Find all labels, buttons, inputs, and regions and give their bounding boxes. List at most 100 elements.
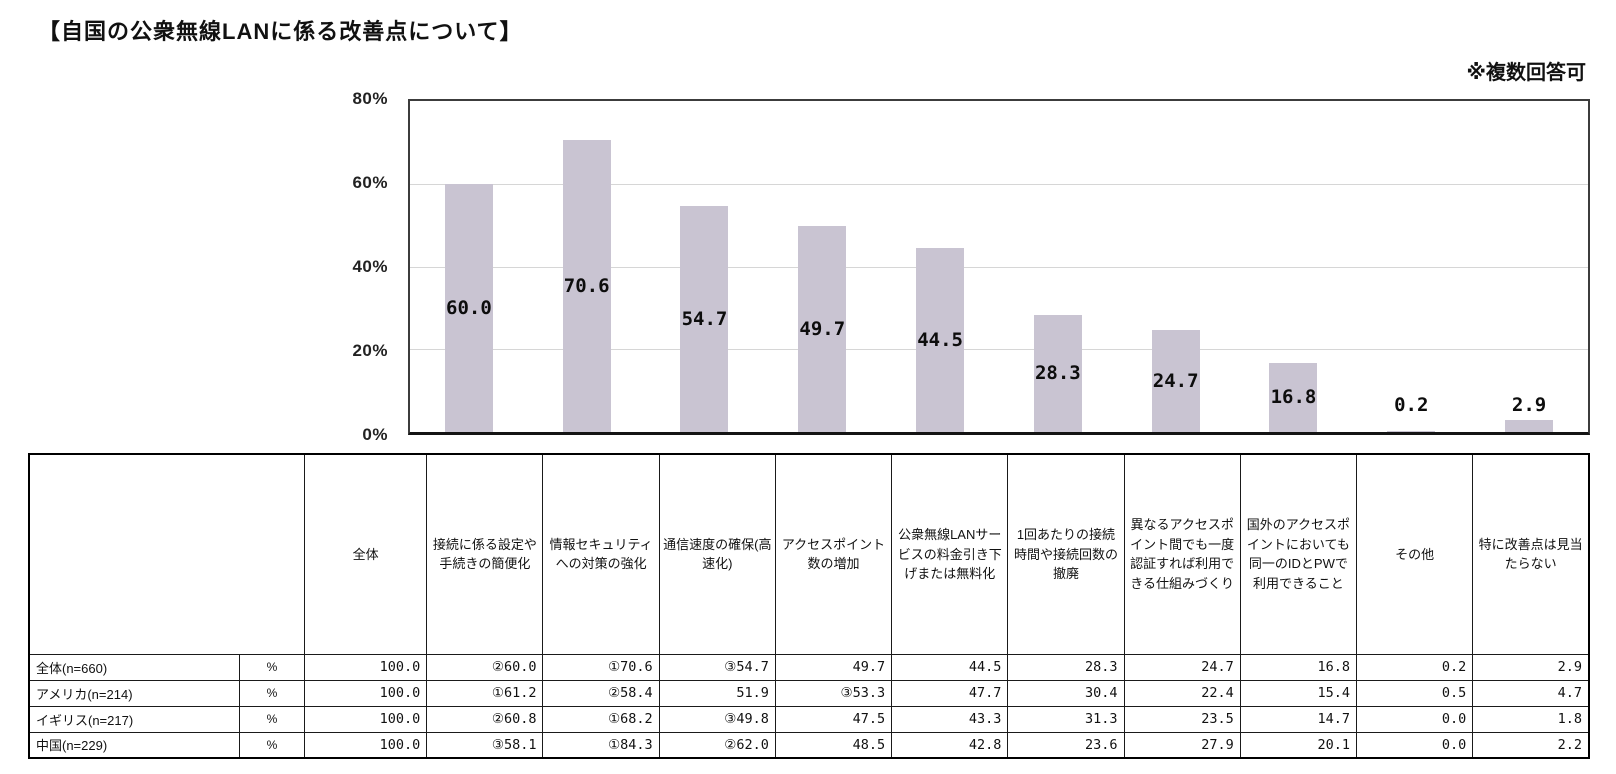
value-cell: ②58.4 <box>542 679 660 707</box>
column-header: 公衆無線LANサービスの料金引き下げまたは無料化 <box>891 453 1009 655</box>
y-axis-tick: 40% <box>352 257 388 276</box>
value-cell: ③58.1 <box>426 731 544 759</box>
value-cell: 31.3 <box>1007 705 1125 733</box>
value-cell: ②60.0 <box>426 653 544 681</box>
bar-value-label: 0.2 <box>1394 394 1429 416</box>
value-cell: 47.7 <box>891 679 1009 707</box>
value-cell: 51.9 <box>658 679 776 707</box>
column-header: 情報セキュリティへの対策の強化 <box>542 453 660 655</box>
bar <box>1033 314 1082 432</box>
value-cell: 2.9 <box>1472 653 1590 681</box>
unit-cell: % <box>238 705 306 733</box>
value-cell: 28.3 <box>1007 653 1125 681</box>
bar-slot: 2.9 <box>1470 101 1588 432</box>
value-cell: 100.0 <box>304 679 428 707</box>
column-header: 異なるアクセスポイント間でも一度認証すれば利用できる仕組みづくり <box>1123 453 1241 655</box>
bar-slot: 60.0 <box>410 101 528 432</box>
y-axis: 80% 60% 40% 20% 0% <box>300 89 400 444</box>
bar <box>1505 420 1554 432</box>
bar <box>1151 329 1200 432</box>
bar <box>1269 362 1318 432</box>
gridline <box>410 349 1588 351</box>
bar-slot: 70.6 <box>528 101 646 432</box>
table-row: イギリス(n=217)% 100.0 ②60.8 ①68.2 ③49.8 47.5 43.3… <box>28 705 1590 733</box>
value-cell: ①70.6 <box>542 653 660 681</box>
value-cell: 4.7 <box>1472 679 1590 707</box>
unit-cell: % <box>238 653 306 681</box>
column-header: アクセスポイント数の増加 <box>774 453 893 655</box>
value-cell: ①61.2 <box>426 679 544 707</box>
value-cell: 43.3 <box>891 705 1009 733</box>
value-cell: 42.8 <box>891 731 1009 759</box>
column-header: 国外のアクセスポイントにおいても同一のIDとPWで利用できること <box>1239 453 1358 655</box>
bar-slot: 54.7 <box>646 101 764 432</box>
value-cell: 14.7 <box>1239 705 1358 733</box>
column-header: 通信速度の確保(高速化) <box>658 453 776 655</box>
gridline <box>410 266 1588 268</box>
page-title: 【自国の公衆無線LANに係る改善点について】 <box>38 19 523 44</box>
bar-slot: 0.2 <box>1352 101 1470 432</box>
column-header: その他 <box>1355 453 1474 655</box>
bar-slot: 28.3 <box>999 101 1117 432</box>
value-cell: 20.1 <box>1239 731 1358 759</box>
value-cell: 100.0 <box>304 705 428 733</box>
value-cell: 15.4 <box>1239 679 1358 707</box>
bar-value-label: 2.9 <box>1511 394 1547 416</box>
value-cell: 30.4 <box>1007 679 1125 707</box>
bar-value-label: 24.7 <box>1152 369 1199 392</box>
column-header: 1回あたりの接続時間や接続回数の撤廃 <box>1007 453 1125 655</box>
bar-value-label: 54.7 <box>681 307 728 330</box>
value-cell: 0.0 <box>1355 731 1474 759</box>
value-cell: 24.7 <box>1123 653 1241 681</box>
row-label: イギリス(n=217) <box>28 705 240 733</box>
value-cell: 16.8 <box>1239 653 1358 681</box>
column-header: 特に改善点は見当たらない <box>1472 453 1590 655</box>
bar <box>1387 431 1436 432</box>
value-cell: ③53.3 <box>774 679 893 707</box>
bar-slot: 24.7 <box>1117 101 1235 432</box>
bar-value-label: 44.5 <box>917 328 963 351</box>
value-cell: 0.0 <box>1355 705 1474 733</box>
unit-cell: % <box>238 679 306 707</box>
y-axis-tick: 0% <box>362 425 388 444</box>
value-cell: 49.7 <box>774 653 893 681</box>
bar-value-label: 49.7 <box>799 318 846 341</box>
value-cell: 0.2 <box>1355 653 1474 681</box>
table-row: アメリカ(n=214)% 100.0 ①61.2 ②58.4 51.9 ③53.3 47.7… <box>28 679 1590 707</box>
bar <box>916 247 965 432</box>
value-cell: 27.9 <box>1123 731 1241 759</box>
plot-area: 60.0 70.6 54.7 49.7 44.5 28.3 24.7 16.8 0.2 2.9 <box>408 99 1590 435</box>
table-row: 中国(n=229)% 100.0 ③58.1 ①84.3 ②62.0 48.5 42.8 23… <box>28 731 1590 759</box>
gridline <box>410 183 1588 185</box>
value-cell: ②60.8 <box>426 705 544 733</box>
value-cell: ③49.8 <box>658 705 776 733</box>
value-cell: 44.5 <box>891 653 1009 681</box>
value-cell: 100.0 <box>304 653 428 681</box>
table-row: 全体(n=660)% 100.0 ②60.0 ①70.6 ③54.7 49.7 44.5 28… <box>28 653 1590 681</box>
table-header-row: 全体 接続に係る設定や手続きの簡便化 情報セキュリティへの対策の強化 通信速度の確保(… <box>28 453 1590 655</box>
value-cell: ①84.3 <box>542 731 660 759</box>
bar-slot: 16.8 <box>1235 101 1353 432</box>
row-label: 全体(n=660) <box>28 653 240 681</box>
bar-group: 60.0 70.6 54.7 49.7 44.5 28.3 24.7 16.8 0.2 2.9 <box>410 101 1588 432</box>
bar-slot: 44.5 <box>881 101 999 432</box>
table-corner-cell <box>28 453 306 655</box>
column-header: 接続に係る設定や手続きの簡便化 <box>426 453 544 655</box>
y-axis-tick: 60% <box>352 173 388 192</box>
y-axis-tick: 20% <box>352 341 388 360</box>
bar <box>562 139 611 432</box>
value-cell: 100.0 <box>304 731 428 759</box>
bar-slot: 49.7 <box>763 101 881 432</box>
value-cell: 23.5 <box>1123 705 1241 733</box>
bar-value-label: 16.8 <box>1270 386 1317 409</box>
row-label: 中国(n=229) <box>28 731 240 759</box>
value-cell: ③54.7 <box>658 653 776 681</box>
value-cell: 1.8 <box>1472 705 1590 733</box>
value-cell: ②62.0 <box>658 731 776 759</box>
bar <box>444 183 493 432</box>
column-header: 全体 <box>304 453 428 655</box>
bar <box>680 205 729 432</box>
bar <box>798 226 847 432</box>
bar-value-label: 28.3 <box>1034 362 1081 385</box>
